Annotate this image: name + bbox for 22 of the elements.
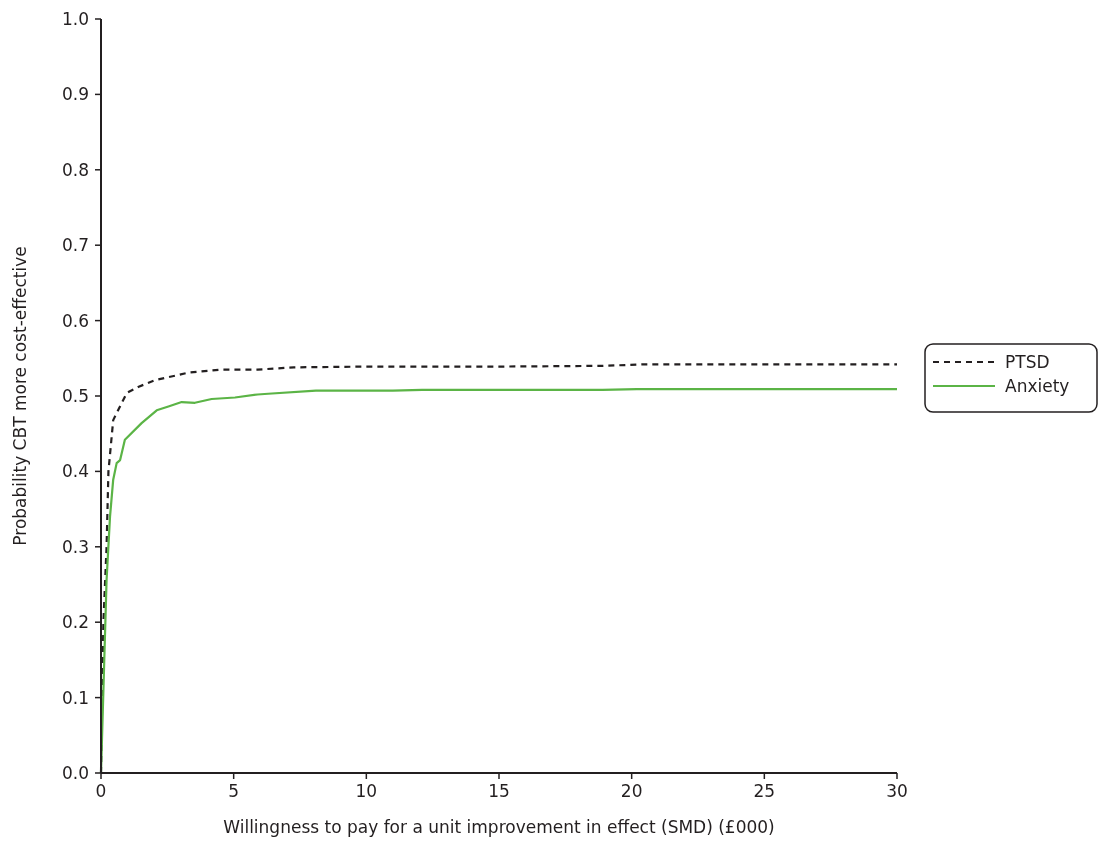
y-tick-label: 0.7: [61, 235, 89, 256]
y-tick-label: 1.0: [61, 9, 89, 29]
legend-label: Anxiety: [1005, 376, 1070, 396]
x-tick-label: 15: [488, 781, 510, 801]
x-axis-title: Willingness to pay for a unit improvement in effect (SMD) (£000): [223, 817, 775, 837]
x-tick-label: 25: [753, 781, 776, 801]
x-tick-label: 5: [228, 781, 240, 801]
legend-label: PTSD: [1005, 352, 1050, 372]
y-tick-label: 0.8: [61, 159, 89, 180]
y-tick-label: 0.1: [61, 687, 89, 708]
x-tick-label: 0: [95, 781, 107, 801]
x-tick-label: 10: [355, 781, 378, 801]
y-tick-label: 0.3: [61, 536, 89, 557]
y-tick-label: 0.9: [61, 84, 89, 105]
y-tick-label: 0.5: [61, 386, 89, 406]
y-axis-title: Probability CBT more cost-effective: [10, 246, 30, 546]
y-tick-label: 0.0: [61, 763, 89, 783]
y-tick-label: 0.4: [61, 461, 89, 482]
y-tick-label: 0.6: [61, 310, 89, 331]
x-tick-label: 20: [620, 781, 643, 801]
x-tick-label: 30: [886, 781, 908, 801]
y-tick-label: 0.2: [61, 612, 89, 633]
